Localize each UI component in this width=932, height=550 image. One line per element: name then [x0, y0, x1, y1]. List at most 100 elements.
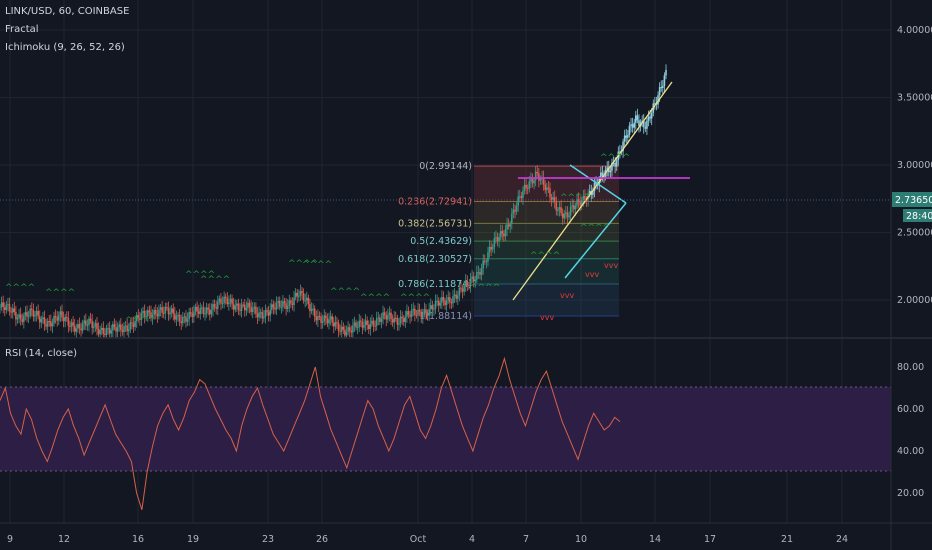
candle-body — [476, 272, 478, 280]
candle-body — [444, 300, 446, 306]
candle-body — [67, 317, 70, 326]
candle-body — [507, 224, 510, 227]
fractal-up-marker: ^^^^ — [125, 316, 155, 326]
fractal-legend[interactable]: Fractal — [5, 24, 39, 35]
candle-body — [422, 314, 424, 318]
candle-body — [61, 311, 63, 318]
fractal-down-marker: vvv — [540, 313, 554, 322]
candle-body — [317, 316, 319, 321]
price-tick-label: 2.50000 — [897, 228, 932, 239]
candle-body — [250, 306, 252, 313]
candle-body — [566, 212, 569, 218]
candle-body — [493, 238, 496, 247]
candle-body — [127, 329, 130, 332]
candle-body — [449, 297, 451, 303]
fractal-up-marker: ^^^^ — [185, 270, 215, 280]
candle-body — [539, 179, 542, 181]
candle-body — [307, 297, 310, 305]
date-tick-label: 9 — [7, 534, 13, 545]
candle-body — [272, 304, 275, 308]
candle-body — [83, 320, 86, 324]
candle-body — [202, 307, 205, 314]
candle-body — [102, 327, 105, 334]
candle-body — [636, 115, 639, 121]
candle-body — [162, 312, 165, 314]
candle-body — [372, 320, 375, 326]
price-axis[interactable]: 4.00000 3.50000 3.00000 2.50000 2.00000 — [897, 25, 932, 306]
candle-body — [150, 312, 152, 319]
candle-body — [278, 300, 281, 307]
candle-body — [234, 305, 237, 310]
candle-body — [363, 325, 365, 328]
candle-body — [460, 287, 462, 289]
candle-body — [522, 190, 524, 198]
candle-body — [226, 298, 229, 305]
candle-body — [245, 308, 248, 311]
candle-body — [441, 297, 443, 303]
candle-body — [118, 324, 121, 328]
candle-body — [32, 310, 35, 317]
candle-body — [199, 308, 202, 314]
candle-body — [630, 124, 632, 126]
candle-body — [46, 321, 49, 327]
candle-body — [509, 223, 512, 227]
ascending-trendline[interactable] — [512, 81, 673, 301]
candle-body — [482, 260, 485, 269]
candle-body — [350, 330, 353, 333]
candle-body — [104, 333, 106, 335]
candle-body — [455, 294, 457, 299]
candle-body — [143, 310, 146, 317]
candle-body — [54, 315, 57, 318]
rsi-legend[interactable]: RSI (14, close) — [5, 348, 78, 359]
candle-body — [120, 324, 122, 331]
candle-body — [285, 303, 287, 310]
candle-body — [356, 327, 359, 329]
candle-body — [452, 296, 454, 304]
candle-body — [360, 320, 362, 322]
candle-body — [53, 315, 55, 324]
candle-body — [302, 293, 305, 301]
candle-body — [385, 315, 388, 320]
candle-body — [2, 302, 4, 308]
candle-body — [458, 287, 461, 296]
candle-body — [342, 326, 345, 330]
candle-body — [16, 317, 19, 320]
candle-body — [37, 311, 39, 317]
candle-body — [471, 276, 473, 279]
time-axis[interactable]: 9 12 16 19 23 26 Oct 4 7 10 14 17 21 24 — [7, 534, 848, 545]
candle-body — [396, 318, 399, 325]
candle-body — [450, 302, 453, 304]
candle-body — [305, 297, 308, 301]
candle-body — [402, 318, 405, 322]
candle-body — [161, 307, 163, 313]
date-tick-label: 21 — [781, 534, 793, 545]
candle-body — [231, 298, 233, 305]
candle-body — [480, 268, 483, 275]
candle-body — [232, 304, 235, 310]
candle-body — [390, 312, 392, 320]
candle-body — [401, 316, 403, 319]
rsi-tick-label: 20.00 — [897, 488, 924, 499]
price-tick-label: 3.00000 — [897, 160, 932, 171]
candle-body — [215, 307, 217, 309]
candle-body — [96, 323, 98, 329]
rsi-axis[interactable]: 80.00 60.00 40.00 20.00 — [897, 362, 924, 499]
date-tick-label: 23 — [262, 534, 274, 545]
symbol-legend[interactable]: LINK/USD, 60, COINBASE — [5, 6, 130, 17]
candle-body — [80, 328, 82, 331]
candle-body — [563, 214, 566, 219]
ichimoku-legend[interactable]: Ichimoku (9, 26, 52, 26) — [5, 42, 125, 53]
fractal-up-marker: ^^^^ — [560, 193, 590, 203]
rsi-tick-label: 60.00 — [897, 404, 924, 415]
candle-body — [488, 246, 491, 253]
fractal-up-marker: ^^^^ — [330, 287, 360, 297]
candle-body — [631, 124, 634, 128]
triangle-lower-trendline[interactable] — [564, 202, 627, 279]
candle-body — [367, 324, 370, 329]
candle-body — [197, 311, 200, 314]
candle-body — [10, 311, 12, 313]
candle-body — [479, 272, 481, 275]
triangle-upper-trendline[interactable] — [569, 164, 627, 204]
candle-body — [134, 321, 136, 327]
